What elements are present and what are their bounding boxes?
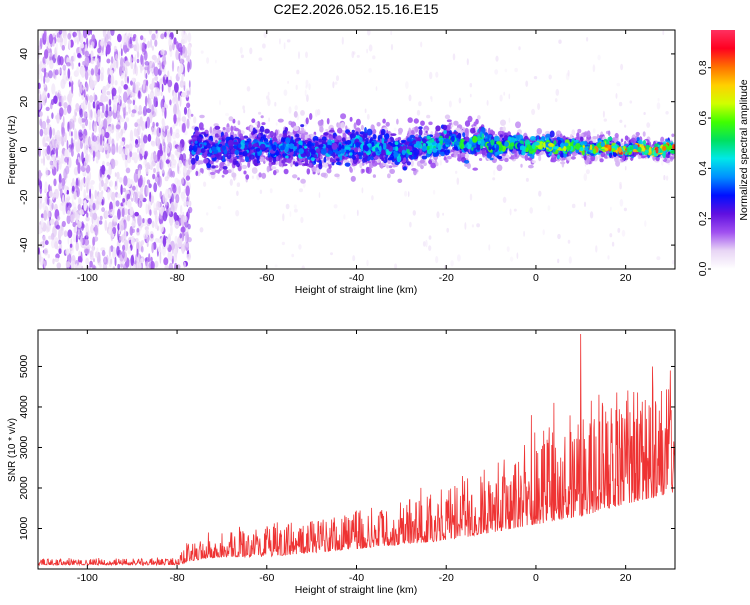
spectrogram-y-label: Frequency (Hz) — [7, 116, 18, 185]
y-tick-label: 5000 — [18, 355, 30, 379]
colorbar-tick-label: 0.2 — [697, 211, 709, 226]
x-tick-label: 20 — [620, 572, 632, 584]
y-tick-label: 1000 — [18, 517, 30, 541]
x-tick-label: 20 — [620, 272, 632, 284]
y-tick-label: -20 — [18, 190, 30, 205]
colorbar-ticks: 0.0 0.2 0.4 0.6 0.8 — [697, 60, 711, 276]
colorbar-tick-label: 0.6 — [697, 111, 709, 126]
y-tick-label: 4000 — [18, 395, 30, 419]
snr-y-label: SNR (10 * v/v) — [7, 418, 18, 482]
colorbar-tick-label: 0.0 — [697, 262, 709, 277]
x-tick-label: 0 — [533, 572, 539, 584]
x-tick-label: -80 — [169, 272, 184, 284]
x-tick-label: -100 — [77, 272, 98, 284]
x-tick-label: -60 — [259, 272, 274, 284]
colorbar-tick-label: 0.4 — [697, 161, 709, 176]
colorbar: 0.0 0.2 0.4 0.6 0.8 Normalized spectral ampl… — [697, 30, 750, 276]
colorbar-gradient — [711, 30, 735, 269]
snr-x-label: Height of straight line (km) — [295, 584, 418, 596]
x-tick-label: 0 — [533, 272, 539, 284]
x-tick-label: -100 — [77, 572, 98, 584]
x-tick-label: -20 — [439, 272, 454, 284]
figure-title: C2E2.2026.052.15.16.E15 — [273, 1, 438, 17]
y-tick-label: 40 — [18, 48, 30, 60]
colorbar-tick-label: 0.8 — [697, 60, 709, 75]
colorbar-label: Normalized spectral amplitude — [738, 79, 750, 220]
snr-panel: -100 -80 -60 -40 -20 0 20 1000 2000 3000 4000 5000… — [7, 330, 675, 596]
spectrogram-heatmap — [37, 26, 678, 275]
x-tick-label: -20 — [439, 572, 454, 584]
x-tick-label: -60 — [259, 572, 274, 584]
x-tick-label: -40 — [349, 572, 364, 584]
y-tick-label: 2000 — [18, 476, 30, 500]
y-tick-label: 20 — [18, 96, 30, 108]
spectrogram-panel: -100 -80 -60 -40 -20 0 20 -40 -20 0 20 40 Height o… — [7, 26, 677, 296]
spectrogram-x-label: Height of straight line (km) — [295, 284, 418, 296]
y-tick-label: 3000 — [18, 436, 30, 460]
snr-series-line — [38, 334, 675, 565]
x-tick-label: -80 — [169, 572, 184, 584]
y-tick-label: 0 — [18, 146, 30, 152]
x-tick-label: -40 — [349, 272, 364, 284]
y-tick-label: -40 — [18, 237, 30, 252]
